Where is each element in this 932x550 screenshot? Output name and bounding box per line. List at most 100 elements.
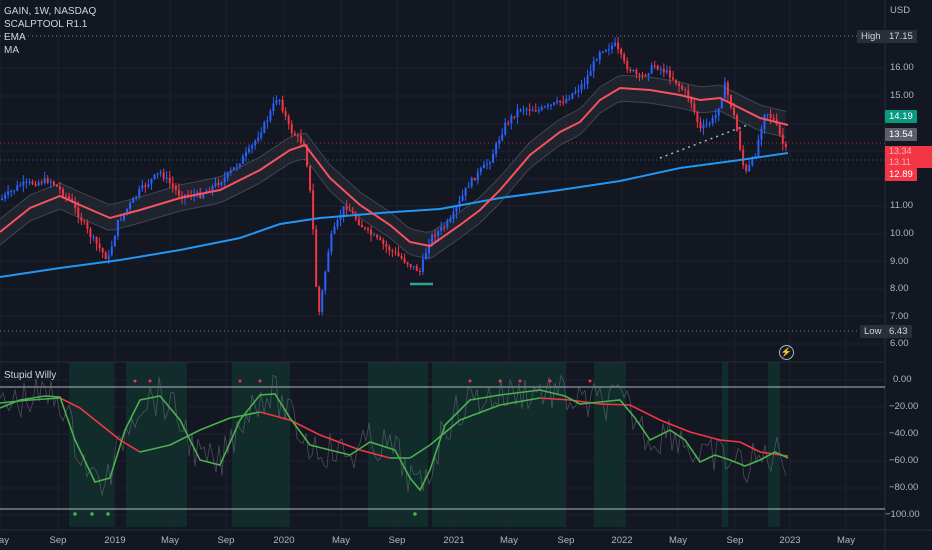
osc-signal-segment (459, 404, 501, 421)
osc-tick: −100.00 (885, 509, 920, 520)
candle-body (16, 185, 19, 191)
candle-body (684, 89, 687, 91)
time-label: Sep (217, 535, 235, 546)
candle-body (135, 196, 138, 198)
indicator-scalptool[interactable]: SCALPTOOL R1.1 (4, 19, 88, 30)
candle-body (635, 69, 638, 75)
osc-signal-segment (79, 407, 121, 441)
lightning-alert-icon[interactable]: ⚡ (779, 345, 794, 360)
candle-body (406, 262, 409, 265)
candle-body (443, 227, 446, 229)
candle-body (473, 177, 476, 181)
candle-body (461, 195, 464, 201)
candle-body (769, 114, 772, 118)
candle-body (446, 221, 449, 228)
osc-signal-segment (289, 419, 321, 436)
candle-body (370, 229, 373, 236)
candle-body (592, 61, 595, 72)
candle-body (763, 114, 766, 129)
candle-body (742, 149, 745, 166)
candle-body (22, 181, 25, 186)
candle-body (723, 82, 726, 99)
time-label: May (669, 535, 687, 546)
candle-body (504, 122, 507, 135)
candle-body (629, 69, 632, 72)
ema-envelope-upper (0, 74, 787, 233)
candle-body (485, 163, 488, 165)
current-price-value: 13.34 (889, 146, 912, 156)
candle-body (339, 216, 342, 221)
candle-body (562, 102, 565, 104)
candle-body (98, 243, 101, 249)
osc-signal-segment (499, 397, 541, 406)
candle-body (312, 190, 315, 230)
candle-body (376, 234, 379, 238)
candle-body (681, 85, 684, 90)
candle-body (68, 196, 71, 199)
time-label: Sep (726, 535, 744, 546)
candle-body (513, 116, 516, 118)
low-value: 6.43 (885, 325, 912, 338)
candle-body (702, 124, 705, 129)
candle-body (162, 172, 165, 179)
symbol-title[interactable]: GAIN, 1W, NASDAQ (4, 6, 97, 17)
high-value: 17.15 (885, 30, 917, 43)
candle-body (363, 227, 366, 229)
candle-body (132, 197, 135, 203)
candle-body (156, 173, 159, 175)
osc-signal-segment (59, 397, 81, 409)
indicator-ma[interactable]: MA (4, 45, 19, 56)
candle-body (656, 65, 659, 70)
oscillator-zone (722, 362, 728, 527)
candle-body (736, 115, 739, 132)
price-tick: 15.00 (890, 90, 914, 101)
candle-body (263, 122, 266, 133)
candle-body (187, 194, 190, 196)
candle-body (110, 246, 113, 256)
candle-body (412, 266, 415, 268)
time-label: 2021 (443, 535, 465, 546)
candle-body (586, 75, 589, 84)
candle-body (748, 165, 751, 172)
low-label: Low (860, 325, 886, 338)
candle-body (284, 111, 287, 117)
candle-body (202, 193, 205, 198)
candle-body (650, 65, 653, 74)
osc-tick: −80.00 (889, 482, 919, 493)
candle-body (391, 250, 394, 252)
candle-body (546, 104, 549, 107)
osc-signal-segment (359, 449, 391, 459)
price-tick: 6.00 (890, 338, 909, 349)
time-label: May (500, 535, 518, 546)
candle-body (302, 142, 305, 147)
osc-signal-segment (199, 417, 231, 431)
candle-body (373, 234, 376, 236)
candle-body (245, 152, 247, 157)
candle-body (623, 54, 626, 62)
candle-body (174, 186, 177, 190)
candle-body (101, 248, 104, 253)
candle-body (589, 71, 592, 76)
candle-body (77, 207, 80, 218)
candle-body (766, 114, 769, 116)
candle-body (638, 74, 641, 76)
candle-body (611, 45, 613, 50)
candle-body (418, 271, 421, 273)
candle-body (89, 228, 92, 238)
candle-body (668, 70, 671, 78)
candle-body (74, 202, 77, 208)
candle-body (306, 146, 308, 166)
candle-body (519, 109, 522, 111)
indicator-ema[interactable]: EMA (4, 32, 26, 43)
candle-body (467, 186, 470, 188)
trend-line (659, 123, 751, 159)
candle-body (696, 111, 699, 123)
osc-fast-line (0, 389, 789, 492)
candle-body (153, 174, 156, 179)
candle-body (104, 252, 107, 260)
candle-body (367, 228, 369, 230)
oscillator-title[interactable]: Stupid Willy (4, 370, 57, 381)
candle-body (675, 79, 678, 84)
